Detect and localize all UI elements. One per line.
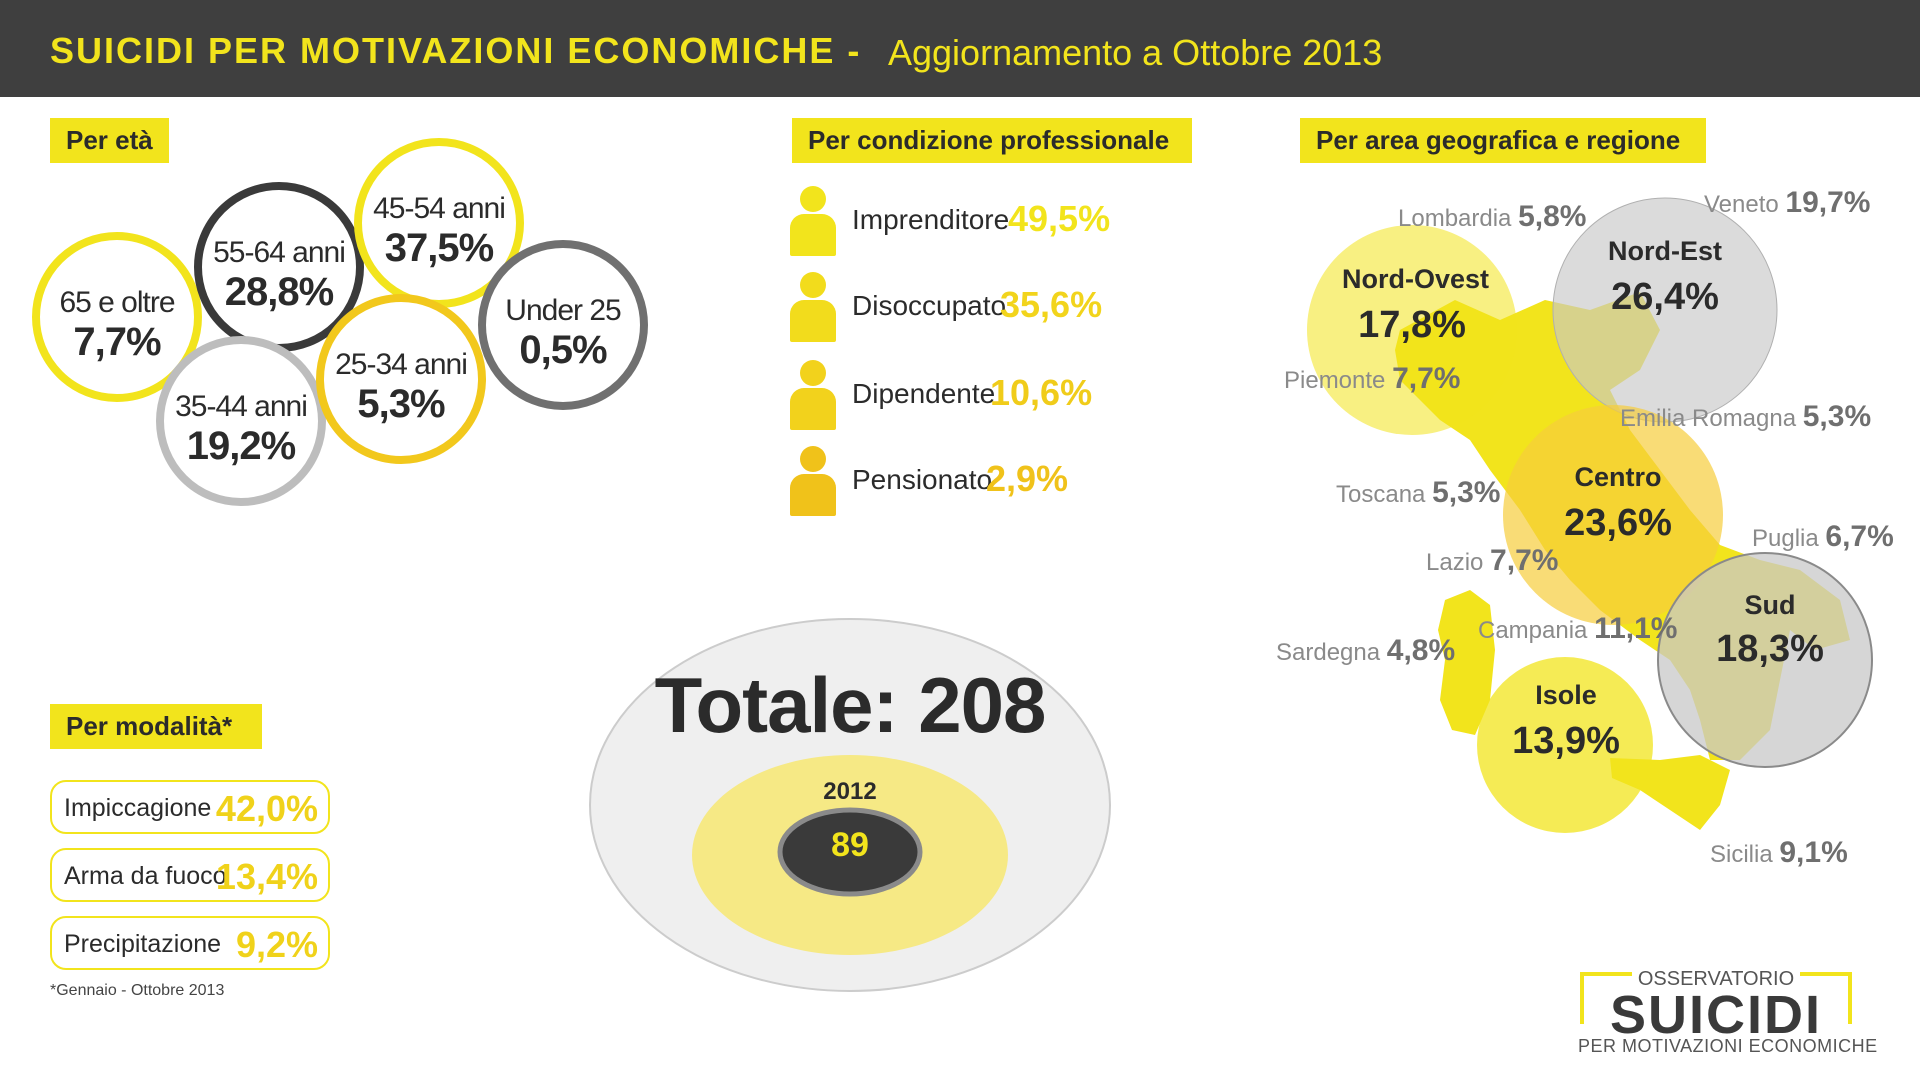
area-circle-centro	[1503, 405, 1723, 625]
area-value: 26,4%	[1611, 276, 1719, 318]
prof-value: 10,6%	[990, 372, 1093, 413]
sardinia-shape	[1438, 590, 1495, 735]
region-piemonte: Piemonte 7,7%	[1284, 362, 1461, 395]
mod-box-precipitazione: Precipitazione 9,2%	[50, 916, 330, 970]
prof-label: Disoccupato	[852, 290, 1007, 321]
prof-label: Pensionato	[852, 464, 993, 495]
person-icon	[788, 272, 836, 344]
person-icon	[788, 186, 836, 258]
person-icon	[788, 446, 836, 518]
region-sardegna: Sardegna 4,8%	[1276, 634, 1456, 667]
region-toscana: Toscana 5,3%	[1336, 476, 1501, 509]
area-name: Centro	[1574, 462, 1662, 492]
area-circle-isole	[1477, 657, 1653, 833]
area-name: Nord-Ovest	[1342, 264, 1490, 294]
age-label: 35-44 anni	[175, 390, 308, 424]
area-circle-sud	[1657, 552, 1873, 768]
person-icon	[788, 360, 836, 432]
prof-value: 2,9%	[986, 458, 1069, 499]
area-circle-nord-ovest	[1307, 225, 1517, 435]
age-value: 37,5%	[384, 226, 494, 271]
mod-box-arma: Arma da fuoco 13,4%	[50, 848, 330, 902]
area-value: 13,9%	[1512, 720, 1620, 762]
header-subtitle: Aggiornamento a Ottobre 2013	[888, 32, 1383, 73]
logo-main-text: SUICIDI	[1609, 985, 1823, 1045]
prof-value: 49,5%	[1008, 198, 1111, 239]
header-bar: SUICIDI PER MOTIVAZIONI ECONOMICHE - Agg…	[0, 0, 1920, 97]
mod-label: Precipitazione	[64, 930, 222, 958]
section-label-age: Per età	[50, 118, 169, 163]
region-lazio: Lazio 7,7%	[1426, 544, 1559, 577]
age-bubble-55-64: 55-64 anni 28,8%	[194, 182, 364, 352]
region-sicilia: Sicilia 9,1%	[1710, 836, 1848, 869]
area-name: Sud	[1744, 590, 1796, 620]
region-emilia-romagna: Emilia Romagna 5,3%	[1620, 400, 1872, 433]
logo-bottom-text: PER MOTIVAZIONI ECONOMICHE	[1578, 1036, 1878, 1056]
region-lombardia: Lombardia 5,8%	[1398, 200, 1587, 233]
age-value: 28,8%	[224, 270, 334, 315]
prof-value: 35,6%	[1000, 284, 1103, 325]
age-label: Under 25	[505, 294, 621, 328]
year-2012-value-ellipse	[777, 807, 923, 897]
section-label-profession: Per condizione professionale	[792, 118, 1192, 163]
age-value: 7,7%	[73, 320, 161, 365]
age-bubble-65-plus: 65 e oltre 7,7%	[32, 232, 202, 402]
age-bubble-35-44: 35-44 anni 19,2%	[156, 336, 326, 506]
mod-value: 9,2%	[235, 924, 318, 965]
mod-label: Impiccagione	[64, 794, 212, 822]
prof-label: Imprenditore	[852, 204, 1010, 235]
area-value: 17,8%	[1358, 304, 1466, 346]
area-name: Nord-Est	[1608, 236, 1722, 266]
observatory-logo: OSSERVATORIO SUICIDI PER MOTIVAZIONI ECO…	[1578, 968, 1878, 1060]
year-2012-label: 2012	[823, 778, 877, 805]
footnote: *Gennaio - Ottobre 2013	[50, 982, 225, 999]
mod-label: Arma da fuoco	[64, 862, 227, 890]
mod-value: 42,0%	[215, 788, 318, 829]
mod-box-impiccagione: Impiccagione 42,0%	[50, 780, 330, 834]
age-label: 55-64 anni	[213, 236, 346, 270]
year-2012-value: 89	[831, 826, 869, 864]
area-name: Isole	[1535, 680, 1597, 710]
header-title: SUICIDI PER MOTIVAZIONI ECONOMICHE -	[50, 30, 862, 71]
mod-value: 13,4%	[215, 856, 318, 897]
section-label-geo: Per area geografica e regione	[1300, 118, 1706, 163]
section-label-modality: Per modalità*	[50, 704, 262, 749]
region-veneto: Veneto 19,7%	[1704, 186, 1871, 219]
logo-top-text: OSSERVATORIO	[1631, 968, 1801, 990]
region-campania: Campania 11,1%	[1478, 612, 1678, 645]
total-title: Totale: 208	[654, 661, 1047, 749]
age-value: 19,2%	[186, 424, 296, 469]
age-label: 25-34 anni	[335, 348, 468, 382]
age-value: 5,3%	[357, 382, 445, 427]
age-bubble-25-34: 25-34 anni 5,3%	[316, 294, 486, 464]
age-label: 45-54 anni	[373, 192, 506, 226]
age-bubble-under-25: Under 25 0,5%	[478, 240, 648, 410]
age-label: 65 e oltre	[59, 286, 175, 320]
prof-label: Dipendente	[852, 378, 996, 409]
region-puglia: Puglia 6,7%	[1752, 520, 1894, 553]
area-value: 18,3%	[1716, 628, 1824, 670]
area-value: 23,6%	[1564, 502, 1672, 544]
age-value: 0,5%	[519, 328, 607, 373]
